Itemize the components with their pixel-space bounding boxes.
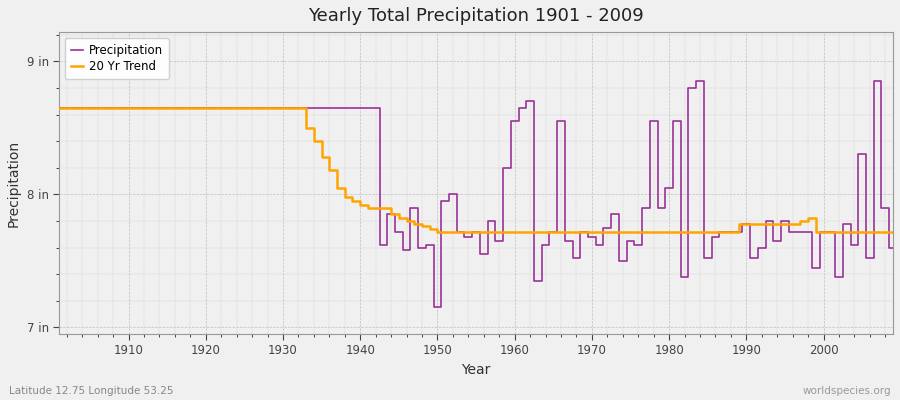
20 Yr Trend [285,106,296,110]
20 Yr Trend [887,229,898,234]
Precipitation [331,106,342,110]
Line: Precipitation: Precipitation [59,81,893,308]
Precipitation [517,106,527,110]
20 Yr Trend [509,229,520,234]
Text: Latitude 12.75 Longitude 53.25: Latitude 12.75 Longitude 53.25 [9,386,174,396]
Precipitation [509,119,520,124]
20 Yr Trend [609,229,620,234]
20 Yr Trend [54,106,65,110]
Precipitation [115,106,126,110]
Text: worldspecies.org: worldspecies.org [803,386,891,396]
Line: 20 Yr Trend: 20 Yr Trend [59,108,893,232]
Title: Yearly Total Precipitation 1901 - 2009: Yearly Total Precipitation 1901 - 2009 [308,7,644,25]
20 Yr Trend [517,229,527,234]
Legend: Precipitation, 20 Yr Trend: Precipitation, 20 Yr Trend [65,38,168,79]
Precipitation [54,106,65,110]
Precipitation [432,305,443,310]
Precipitation [609,212,620,217]
X-axis label: Year: Year [462,363,490,377]
20 Yr Trend [115,106,126,110]
Precipitation [887,245,898,250]
Y-axis label: Precipitation: Precipitation [7,140,21,227]
Precipitation [695,79,706,84]
Precipitation [285,106,296,110]
20 Yr Trend [331,185,342,190]
20 Yr Trend [432,229,443,234]
